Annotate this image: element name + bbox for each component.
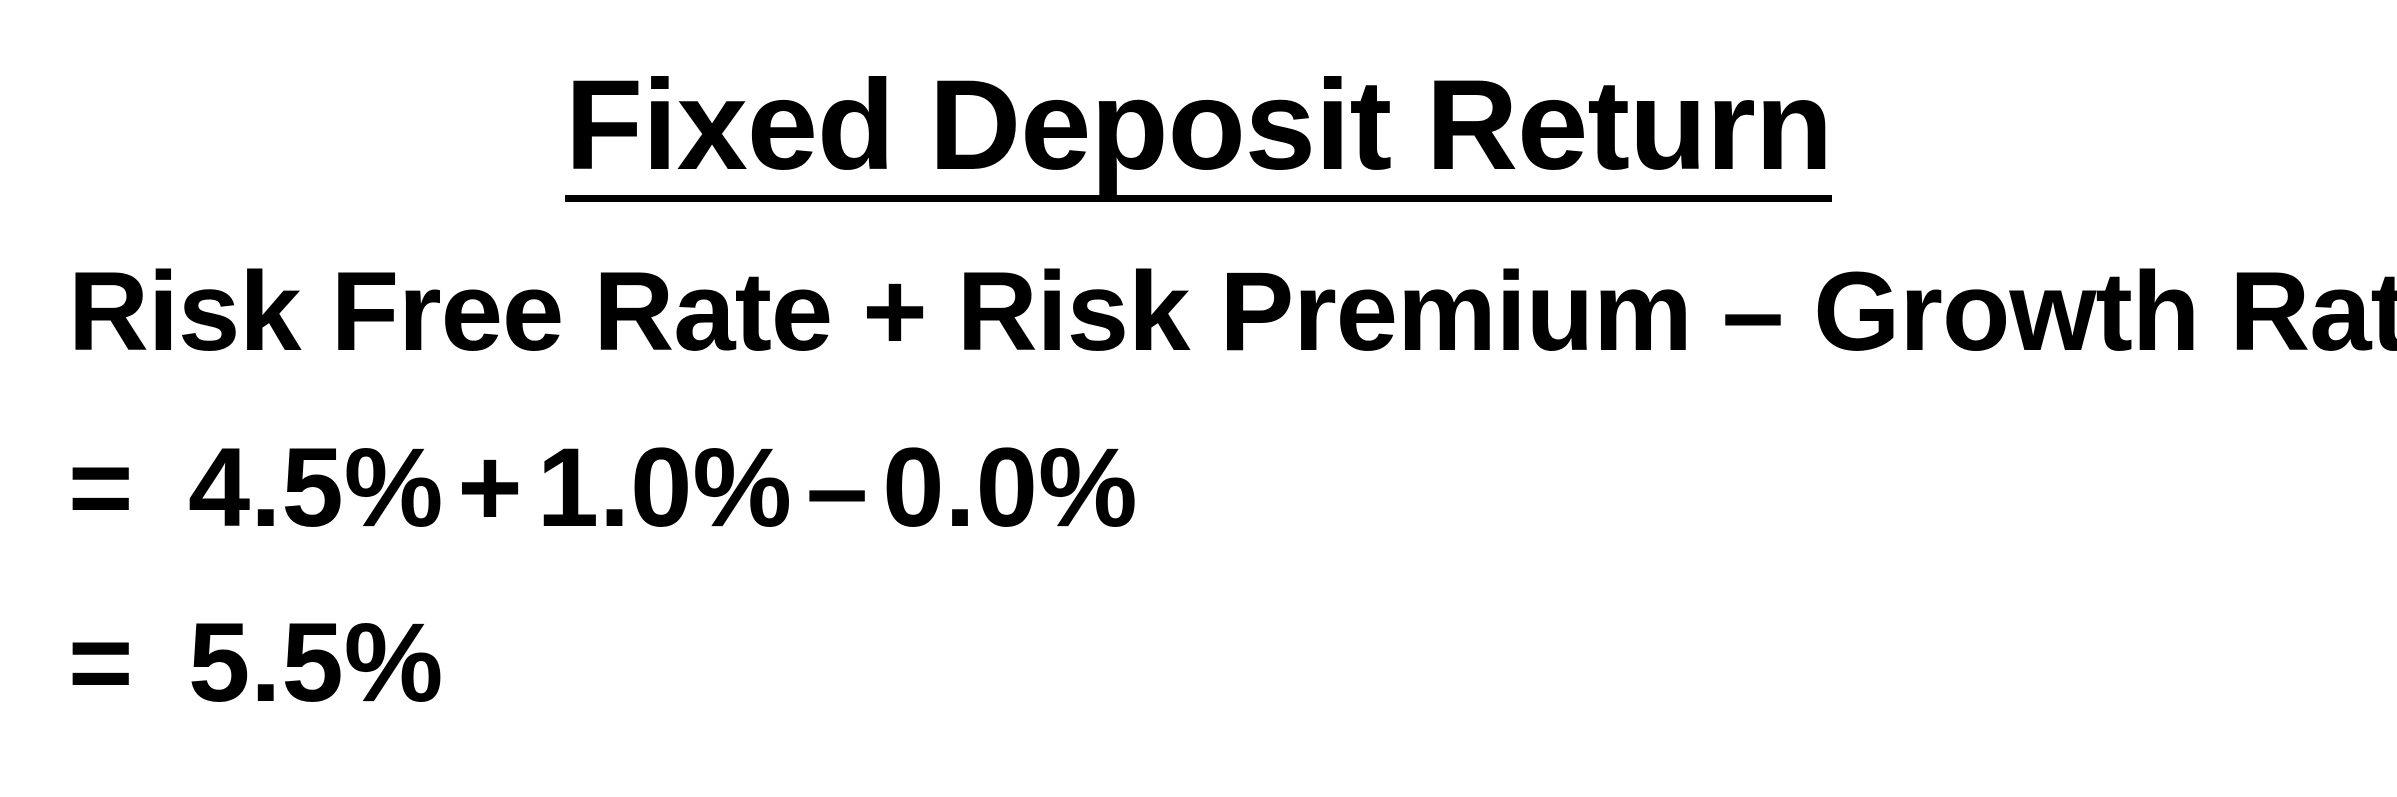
result-value: 5.5% [188, 600, 444, 725]
growth-rate-value: 0.0% [882, 425, 1138, 550]
title-container: Fixed Deposit Return [0, 57, 2397, 202]
calculation-line: = 4.5% +1.0% –0.0% [68, 432, 1138, 544]
result-equals-sign: = [68, 600, 134, 725]
equals-sign: = [68, 425, 134, 550]
result-line: = 5.5% [68, 607, 443, 719]
plus-operator: + [457, 425, 523, 550]
formula-line: Risk Free Rate + Risk Premium – Growth R… [68, 249, 2397, 374]
minus-operator: – [805, 425, 869, 550]
page-title: Fixed Deposit Return [564, 57, 1833, 202]
risk-free-rate-value: 4.5% [188, 425, 444, 550]
risk-premium-value: 1.0% [536, 425, 792, 550]
